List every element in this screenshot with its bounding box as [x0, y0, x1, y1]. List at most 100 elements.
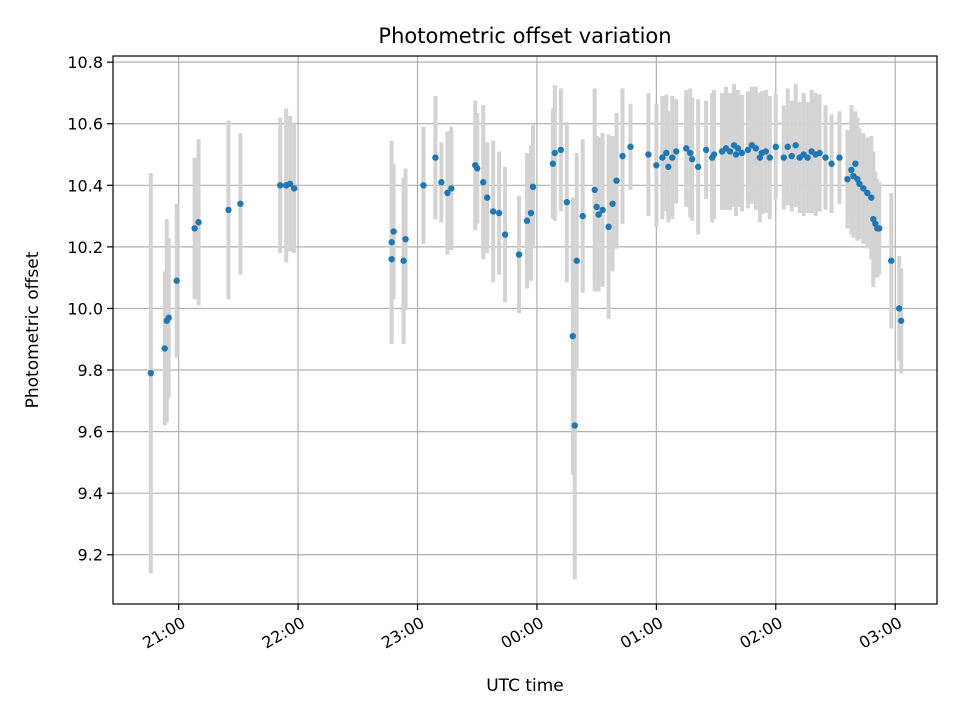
data-point — [400, 257, 407, 264]
y-tick-label: 10.8 — [67, 53, 103, 72]
data-point — [515, 251, 523, 258]
y-tick-label: 10.6 — [67, 115, 103, 134]
data-point — [772, 143, 779, 151]
data-point — [420, 182, 427, 189]
x-axis-title: UTC time — [486, 676, 564, 696]
data-point — [195, 219, 202, 226]
data-point — [897, 317, 905, 324]
y-axis-title: Photometric offset — [23, 251, 43, 408]
data-point — [595, 211, 602, 218]
data-point — [836, 154, 843, 161]
data-point — [529, 183, 537, 191]
data-point — [710, 151, 718, 158]
data-point — [864, 189, 871, 197]
data-point — [780, 154, 787, 161]
data-point — [804, 154, 811, 161]
chart-title: Photometric offset variation — [378, 24, 671, 48]
data-point — [683, 145, 690, 152]
data-point — [669, 154, 676, 161]
data-point — [888, 257, 895, 264]
data-point — [816, 149, 823, 157]
x-tick-label: 03:00 — [856, 613, 905, 653]
y-tick-label: 9.8 — [78, 361, 103, 380]
data-point — [480, 179, 487, 186]
y-tick-label: 10.2 — [67, 238, 103, 257]
data-point — [593, 203, 600, 211]
data-point — [653, 162, 660, 169]
data-point — [726, 148, 734, 155]
x-axis-ticks: 21:00 22:00 23:00 00:00 01:00 02:00 03:00 — [139, 604, 905, 653]
data-point — [766, 154, 774, 161]
data-point — [402, 235, 409, 243]
data-point — [645, 151, 652, 158]
data-point — [489, 208, 497, 215]
data-point — [784, 143, 791, 151]
data-point — [848, 166, 855, 174]
data-point — [895, 305, 903, 312]
data-point — [390, 228, 397, 235]
data-point — [569, 332, 576, 340]
data-point — [276, 182, 284, 189]
plot-area-frame — [112, 55, 938, 605]
data-point — [237, 200, 244, 207]
data-point — [856, 180, 863, 187]
data-point — [551, 149, 559, 157]
data-point — [702, 146, 710, 154]
data-point — [752, 145, 760, 152]
x-tick-label: 21:00 — [139, 613, 188, 653]
data-point — [738, 149, 746, 157]
data-point — [868, 194, 875, 201]
data-point — [734, 145, 742, 152]
data-point — [732, 151, 740, 158]
data-point — [844, 175, 851, 183]
data-point — [191, 225, 198, 232]
data-point — [173, 277, 180, 284]
data-point — [822, 154, 829, 161]
data-point — [591, 186, 598, 194]
data-point — [388, 255, 395, 263]
x-tick-label: 23:00 — [378, 613, 427, 653]
data-point — [225, 206, 232, 214]
data-point — [495, 209, 503, 217]
data-point — [523, 217, 531, 224]
data-point — [557, 146, 565, 154]
data-point — [788, 152, 795, 160]
y-axis-ticks: 9.2 9.4 9.6 9.8 10.0 10.2 10.4 10.6 10.8 — [67, 53, 113, 565]
data-point — [448, 185, 455, 192]
data-point — [686, 149, 694, 157]
data-point — [432, 154, 439, 161]
data-point — [527, 209, 535, 217]
data-point — [860, 185, 867, 192]
data-point — [438, 179, 445, 186]
y-tick-label: 10.4 — [67, 176, 103, 195]
data-point — [549, 160, 557, 167]
data-point — [165, 314, 172, 321]
data-point — [665, 163, 672, 171]
y-tick-label: 9.6 — [78, 423, 103, 442]
y-tick-label: 9.2 — [78, 546, 103, 565]
data-point — [609, 200, 616, 207]
data-point — [501, 231, 509, 238]
y-tick-label: 10.0 — [67, 299, 103, 318]
data-point — [563, 199, 570, 206]
data-point — [627, 143, 634, 151]
data-point — [613, 177, 620, 184]
data-point — [673, 148, 680, 155]
x-tick-label: 22:00 — [259, 613, 308, 653]
data-point — [852, 160, 859, 167]
data-point — [659, 154, 666, 161]
data-point — [286, 180, 294, 187]
data-point — [573, 257, 580, 264]
data-point — [792, 142, 799, 149]
data-point — [147, 369, 155, 377]
data-point — [619, 152, 626, 160]
data-point — [828, 160, 835, 167]
data-point — [290, 185, 298, 192]
data-point — [876, 225, 883, 232]
data-point — [444, 189, 451, 197]
data-point — [571, 422, 578, 429]
data-point — [663, 149, 670, 157]
x-tick-label: 01:00 — [617, 613, 666, 653]
